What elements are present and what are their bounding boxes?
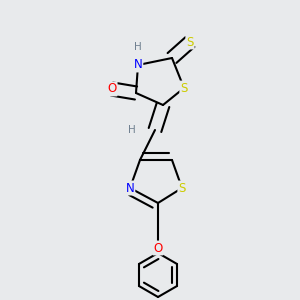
Text: O: O: [107, 82, 117, 95]
Text: S: S: [180, 82, 188, 94]
Text: S: S: [178, 182, 186, 194]
Text: O: O: [153, 242, 163, 254]
Text: H: H: [134, 42, 142, 52]
Text: N: N: [126, 182, 134, 194]
Text: N: N: [134, 58, 142, 71]
Text: H: H: [128, 125, 136, 135]
Text: S: S: [186, 35, 194, 49]
